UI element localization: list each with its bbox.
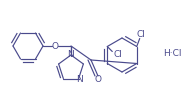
Text: Cl: Cl	[114, 50, 123, 59]
Text: O: O	[52, 41, 58, 50]
Text: N: N	[67, 49, 73, 58]
Text: H·Cl: H·Cl	[163, 49, 181, 58]
Text: O: O	[94, 76, 102, 85]
Text: Cl: Cl	[136, 30, 145, 39]
Text: N: N	[76, 75, 83, 84]
